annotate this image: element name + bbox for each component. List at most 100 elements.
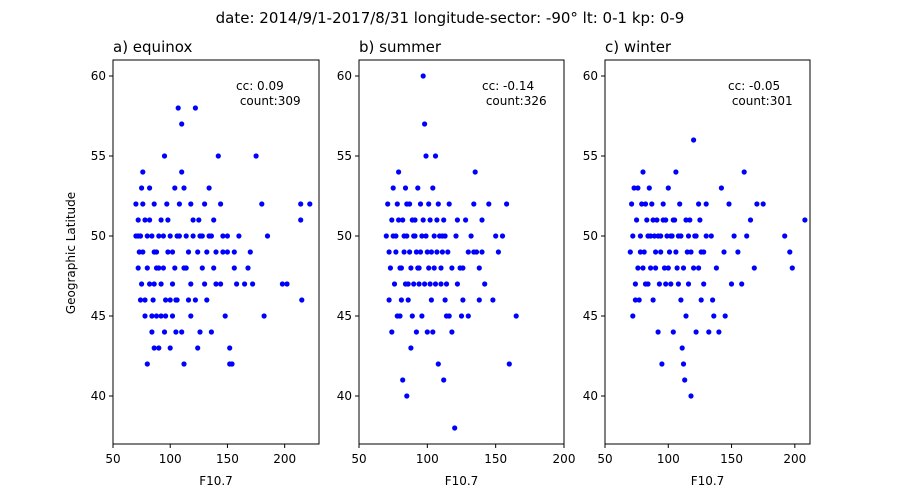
data-point	[668, 233, 674, 239]
data-point	[206, 233, 212, 239]
data-point	[660, 201, 666, 207]
x-tick-label: 100	[159, 452, 182, 466]
data-point	[190, 217, 196, 223]
data-point	[415, 265, 421, 271]
data-point	[409, 313, 415, 319]
data-point	[754, 201, 760, 207]
data-point	[741, 169, 747, 175]
data-point	[164, 201, 170, 207]
data-point	[385, 201, 391, 207]
y-tick-label: 40	[91, 389, 106, 403]
data-point	[261, 313, 267, 319]
data-point	[227, 345, 233, 351]
data-point	[665, 265, 671, 271]
data-point	[438, 265, 444, 271]
data-point	[144, 233, 150, 239]
data-point	[250, 281, 256, 287]
data-point	[419, 313, 425, 319]
data-point	[684, 249, 690, 255]
data-point	[224, 233, 230, 239]
data-point	[499, 233, 506, 239]
data-point	[636, 297, 642, 303]
data-point	[140, 201, 146, 207]
data-point	[632, 297, 639, 303]
data-point	[760, 201, 766, 207]
data-point	[142, 297, 148, 303]
x-tick-label: 100	[416, 452, 439, 466]
data-point	[644, 217, 650, 223]
data-point	[651, 233, 658, 239]
data-point	[413, 249, 419, 255]
data-point	[156, 265, 162, 271]
data-point	[386, 249, 392, 255]
data-point	[649, 201, 655, 207]
data-point	[650, 217, 656, 223]
data-point	[398, 297, 404, 303]
data-point	[147, 185, 153, 191]
data-point	[434, 249, 440, 255]
data-point	[169, 281, 176, 287]
data-point	[735, 249, 741, 255]
data-point	[642, 201, 649, 207]
data-point	[722, 313, 728, 319]
data-point	[789, 265, 795, 271]
data-point	[660, 217, 666, 223]
data-point	[655, 233, 661, 239]
data-point	[397, 313, 403, 319]
data-point	[181, 361, 187, 367]
cc-annotation: cc: -0.05	[728, 79, 780, 93]
data-point	[718, 185, 725, 191]
data-point	[646, 185, 652, 191]
data-point	[653, 249, 659, 255]
data-point	[161, 329, 168, 335]
data-point	[409, 217, 415, 223]
data-point	[463, 217, 469, 223]
data-point	[449, 265, 455, 271]
data-point	[149, 329, 155, 335]
data-point	[213, 249, 219, 255]
data-point	[423, 153, 429, 159]
x-tick-label: 150	[216, 452, 239, 466]
data-point	[454, 217, 460, 223]
data-point	[173, 329, 179, 335]
data-point	[490, 297, 496, 303]
data-point	[420, 73, 426, 79]
data-point	[666, 249, 673, 255]
data-point	[422, 121, 428, 127]
data-point	[629, 201, 635, 207]
data-point	[703, 201, 709, 207]
data-point	[424, 329, 430, 335]
panel-title: b) summer	[359, 38, 442, 56]
data-point	[680, 361, 687, 367]
data-point	[408, 265, 414, 271]
data-point	[245, 265, 251, 271]
data-point	[400, 377, 406, 383]
data-point	[211, 265, 217, 271]
data-point	[708, 233, 714, 239]
data-point	[471, 201, 477, 207]
data-point	[264, 233, 271, 239]
data-point	[150, 297, 156, 303]
data-point	[434, 217, 440, 223]
data-point	[670, 217, 676, 223]
data-point	[630, 313, 636, 319]
data-point	[389, 329, 395, 335]
y-tick-label: 45	[583, 309, 598, 323]
data-point	[458, 313, 465, 319]
data-point	[428, 249, 434, 255]
data-point	[728, 281, 735, 287]
data-point	[137, 233, 144, 239]
data-point	[631, 185, 637, 191]
data-point	[465, 249, 471, 255]
data-point	[417, 249, 424, 255]
data-point	[185, 249, 192, 255]
data-point	[430, 329, 436, 335]
y-tick-label: 45	[337, 309, 352, 323]
data-point	[144, 265, 150, 271]
data-point	[430, 185, 436, 191]
data-point	[259, 201, 265, 207]
data-point	[479, 249, 485, 255]
axes-frame	[112, 59, 320, 445]
axes-frame	[604, 59, 811, 445]
data-point	[179, 169, 185, 175]
